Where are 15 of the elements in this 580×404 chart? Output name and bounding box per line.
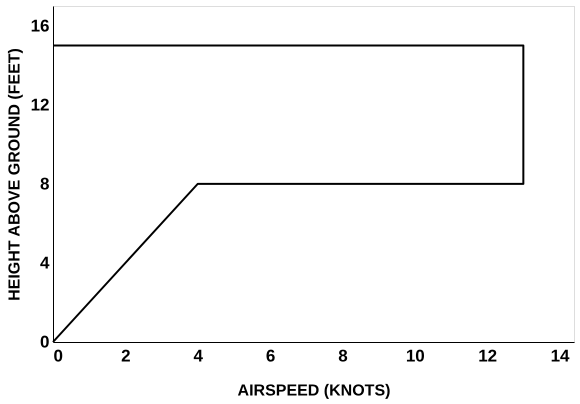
y-tick-label: 8 xyxy=(40,174,50,194)
y-tick-label: 0 xyxy=(40,332,50,352)
x-tick-label: 6 xyxy=(266,346,276,366)
y-tick-label: 16 xyxy=(30,16,50,36)
y-axis-title: HEIGHT ABOVE GROUND (FEET) xyxy=(6,48,24,301)
x-tick-label: 14 xyxy=(550,346,570,366)
x-tick-label: 8 xyxy=(338,346,348,366)
x-tick-label: 10 xyxy=(406,346,425,366)
x-axis-title: AIRSPEED (KNOTS) xyxy=(238,382,390,400)
x-tick-label: 12 xyxy=(478,346,498,366)
x-tick-label: 0 xyxy=(54,346,63,366)
y-tick-label: 12 xyxy=(30,95,50,114)
x-tick-label: 2 xyxy=(121,346,131,366)
x-tick-label: 4 xyxy=(193,346,204,366)
y-tick-label: 4 xyxy=(40,253,50,272)
